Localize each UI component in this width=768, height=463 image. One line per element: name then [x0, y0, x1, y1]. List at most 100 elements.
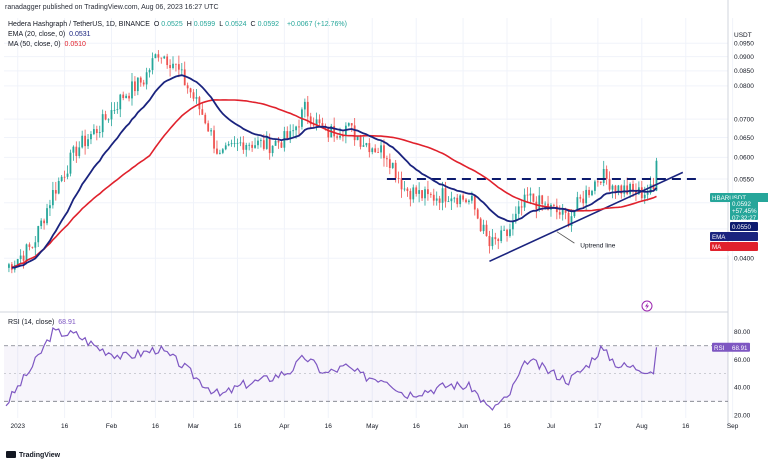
candle-body — [333, 125, 336, 137]
tradingview-logo[interactable]: TradingView — [6, 451, 60, 459]
candle-body — [207, 123, 210, 132]
candle-body — [87, 139, 89, 147]
candle-body — [362, 145, 365, 147]
candle-body — [388, 159, 391, 168]
ohlc-label: L — [219, 21, 224, 28]
tradingview-logo-icon — [6, 451, 16, 458]
price-tick-label: 0.0900 — [734, 54, 754, 61]
ema-legend-label: EMA (20, close, 0) — [8, 31, 66, 38]
price-tick-label: 0.0850 — [734, 68, 754, 75]
candle-body — [608, 178, 611, 190]
candle-body — [488, 236, 491, 247]
candle-body — [31, 246, 34, 248]
candle-body — [435, 198, 438, 201]
candle-body — [470, 195, 473, 201]
candle-body — [19, 255, 22, 260]
candle-body — [101, 114, 104, 133]
candle-body — [66, 173, 69, 177]
ohlc-value: 0.0599 — [193, 21, 216, 28]
price-tag-text: 0.0592 — [732, 201, 751, 208]
candle-body — [605, 168, 608, 179]
candle-body — [25, 244, 28, 261]
candle-body — [84, 135, 87, 147]
time-axis[interactable]: 2023 16 Feb 16 Mar 16 Apr 16 May 16 Jun 16 Jul 17 Aug 1… — [10, 423, 738, 430]
candle-body — [526, 194, 529, 196]
candle-body — [218, 152, 221, 154]
candle-body — [248, 144, 251, 146]
candle-body — [195, 97, 198, 99]
candle-body — [60, 176, 63, 182]
candle-body — [541, 195, 544, 204]
price-tag-text: MA — [712, 244, 722, 251]
candle-body — [309, 116, 312, 125]
rsi-tick-label: 60.00 — [734, 357, 751, 364]
candle-body — [497, 239, 500, 242]
candle-body — [453, 197, 456, 199]
candle-body — [154, 54, 157, 59]
candle-body — [611, 185, 614, 190]
time-tick-label: Aug — [636, 423, 648, 430]
candle-body — [646, 193, 649, 195]
candle-body — [186, 85, 189, 89]
ohlc-h: H 0.0599 — [187, 21, 217, 28]
candle-body — [594, 181, 596, 191]
candle-body — [336, 136, 338, 138]
candle-body — [315, 119, 318, 126]
ohlc-value: 0.0592 — [257, 21, 280, 28]
price-tick-label: 0.0800 — [734, 83, 754, 90]
candle-body — [655, 160, 658, 191]
price-tick-label: 0.0950 — [734, 41, 754, 48]
candle-body — [28, 244, 31, 247]
candle-body — [444, 188, 447, 202]
candle-body — [432, 194, 435, 201]
candle-body — [160, 57, 163, 59]
candle-body — [500, 230, 503, 242]
candle-body — [394, 162, 397, 179]
candle-body — [626, 185, 629, 194]
candle-body — [620, 185, 623, 194]
ohlc-value: 0.0525 — [161, 21, 183, 28]
time-tick-label: Mar — [188, 423, 200, 430]
candle-body — [289, 131, 292, 140]
candle-body — [649, 184, 652, 194]
candle-body — [78, 147, 81, 156]
candle-body — [629, 183, 631, 194]
candle-body — [640, 187, 643, 199]
candle-body — [567, 212, 570, 227]
price-tag-text: 0.0550 — [732, 224, 751, 231]
symbol-legend: Hedera Hashgraph / TetherUS, 1D, BINANCE… — [8, 21, 349, 28]
candle-body — [139, 77, 142, 83]
price-tag-text: 07:32:27 — [732, 215, 757, 222]
ohlc-label: C — [250, 21, 256, 28]
ma-legend[interactable]: MA (50, close, 0) 0.0510 — [8, 41, 88, 48]
time-tick-label: 2023 — [10, 423, 25, 430]
candle-body — [538, 195, 541, 210]
ema-legend[interactable]: EMA (20, close, 0) 0.0531 — [8, 31, 93, 38]
candle-body — [576, 197, 579, 211]
price-tag-ma — [710, 242, 758, 251]
candle-body — [251, 144, 254, 148]
time-tick-label: Jul — [547, 423, 556, 430]
candle-body — [169, 65, 171, 69]
time-tick-label: 16 — [61, 423, 69, 430]
candle-body — [81, 135, 84, 148]
candle-body — [585, 189, 588, 204]
rsi-legend[interactable]: RSI (14, close) 68.91 — [8, 319, 78, 326]
candle-body — [122, 94, 125, 99]
candle-body — [371, 148, 374, 153]
price-tag-text: 0.0510 — [712, 251, 731, 258]
candle-body — [564, 208, 567, 213]
candle-body — [623, 185, 626, 194]
candle-body — [46, 208, 48, 224]
candle-body — [321, 123, 324, 128]
candle-body — [125, 95, 128, 99]
candle-body — [456, 197, 459, 205]
candle-body — [216, 148, 218, 154]
candle-body — [274, 140, 277, 146]
ma-legend-label: MA (50, close, 0) — [8, 41, 61, 48]
candle-body — [54, 190, 57, 194]
tradingview-logo-text: TradingView — [19, 452, 61, 459]
ma-legend-value: 0.0510 — [64, 41, 86, 48]
lightning-icon[interactable] — [641, 300, 653, 312]
candle-body — [339, 135, 341, 138]
